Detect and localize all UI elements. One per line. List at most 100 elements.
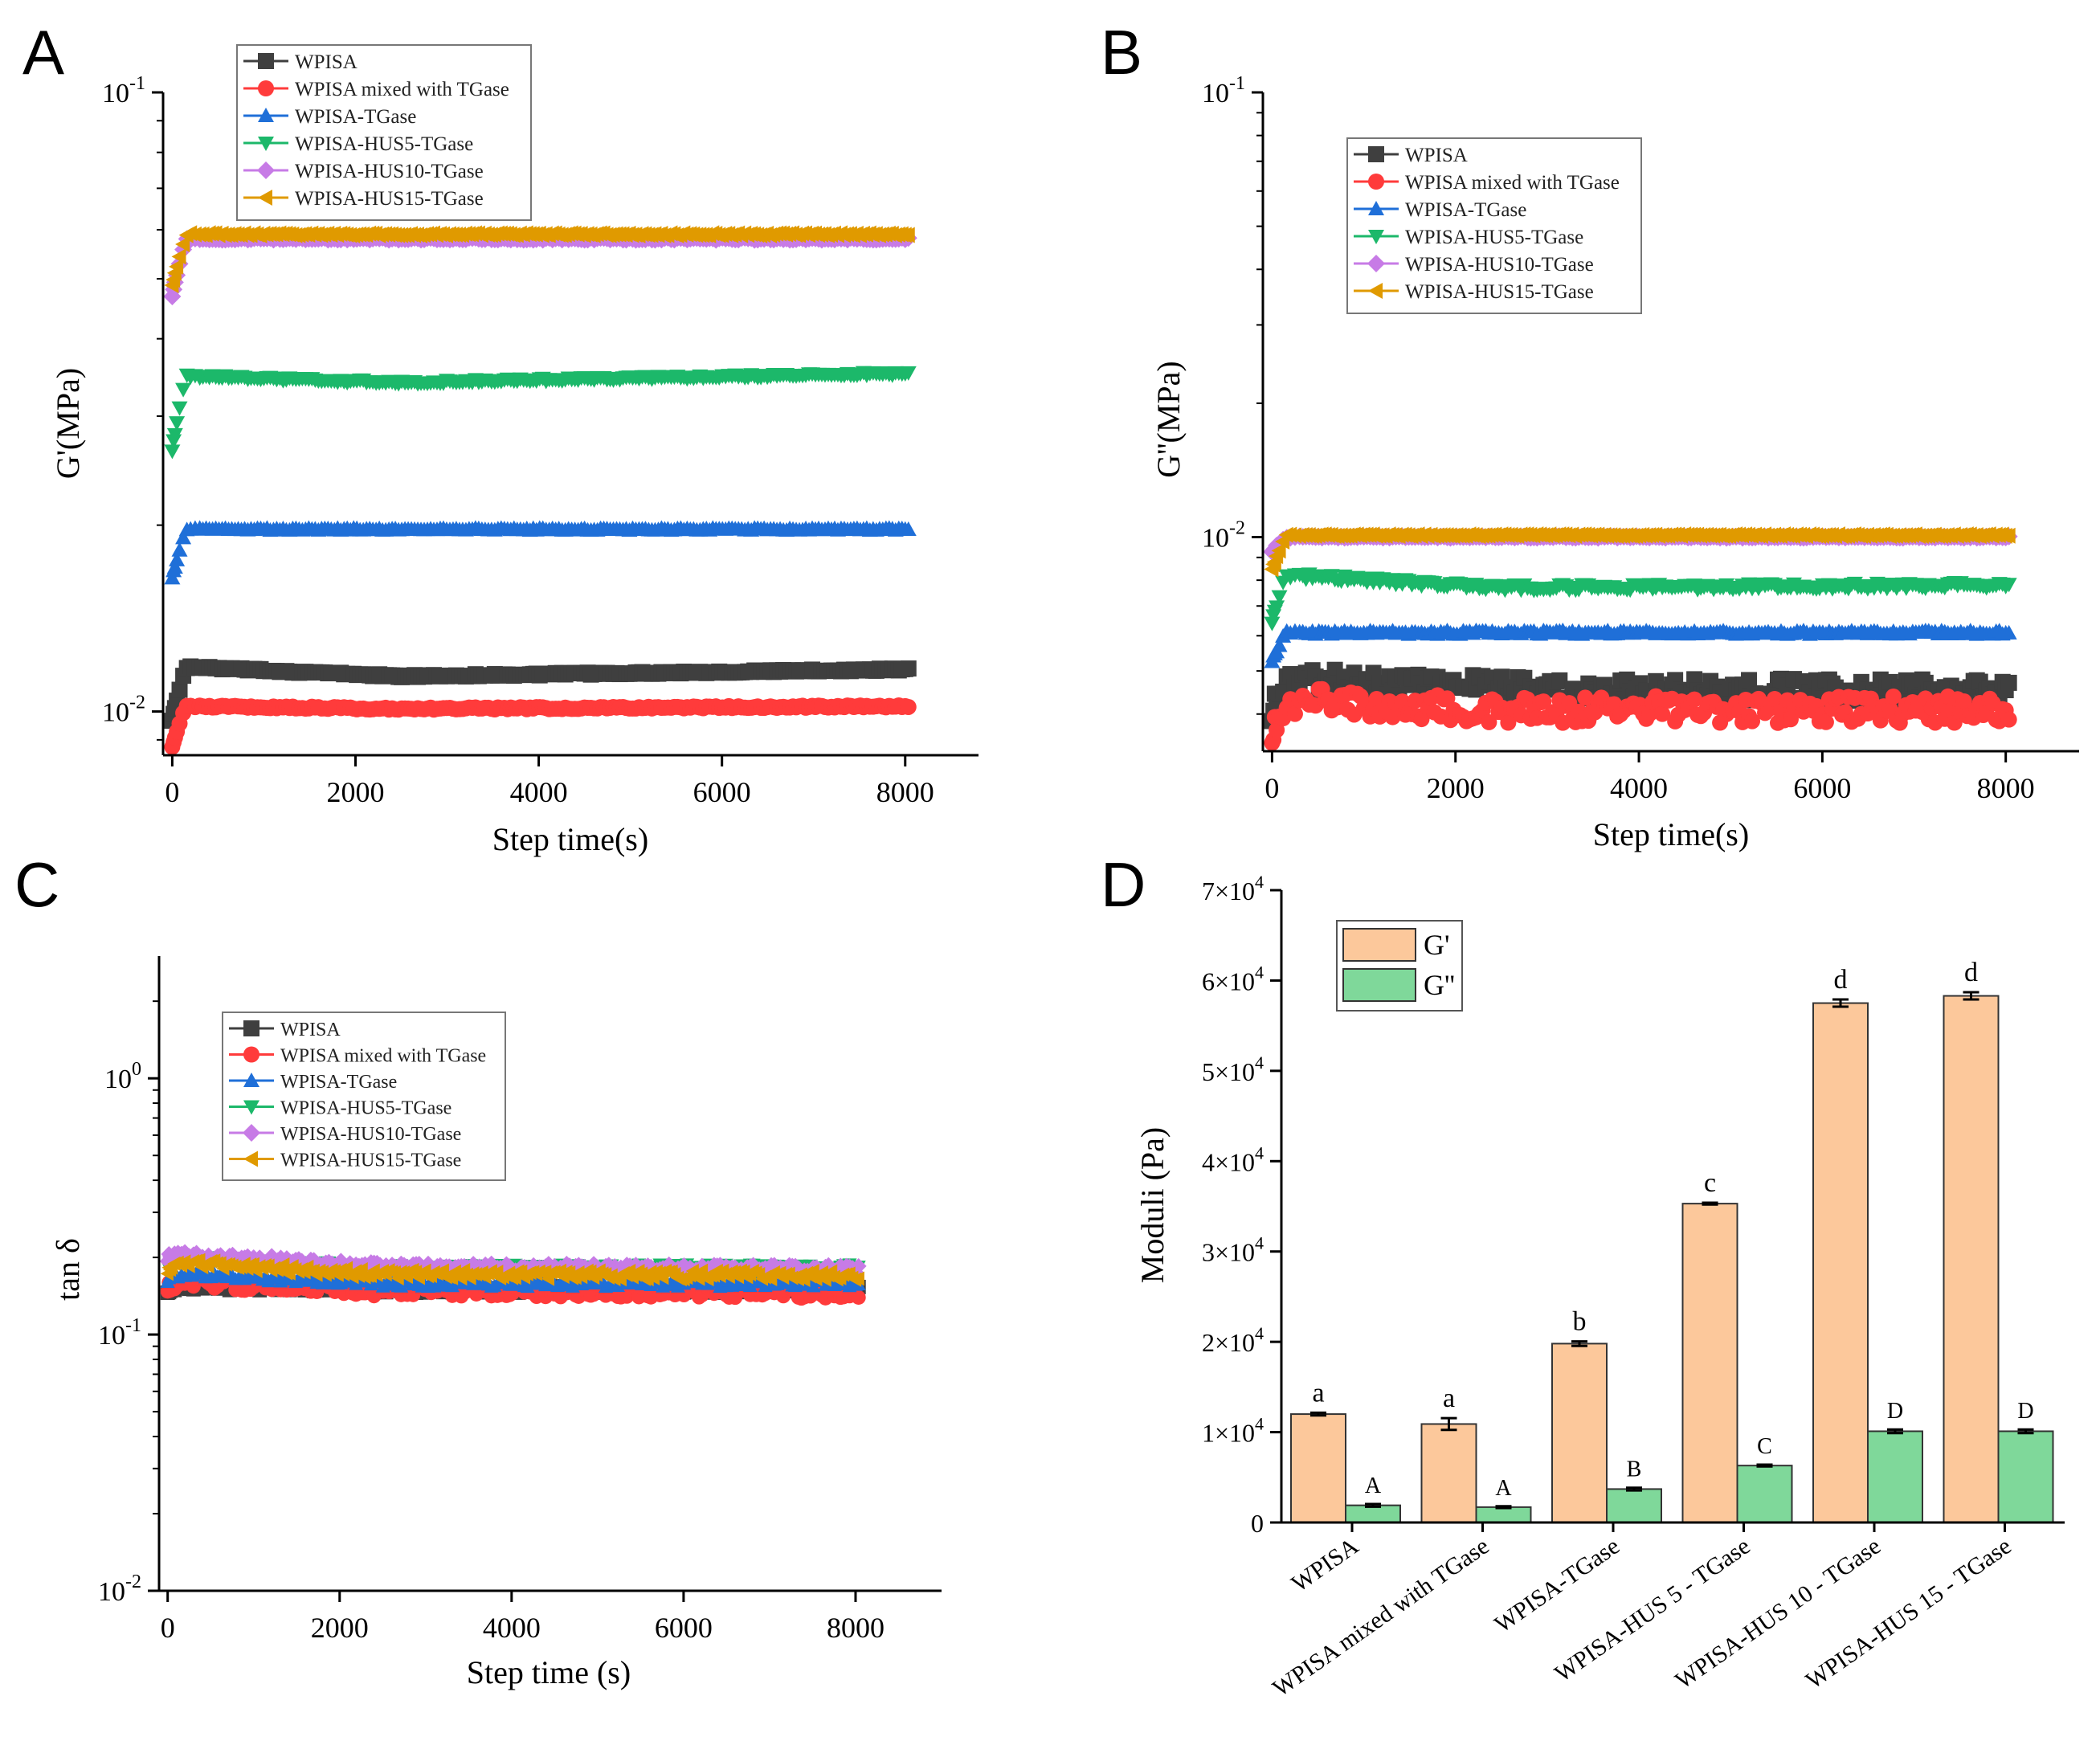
panel-a-x-tick-label: 4000 xyxy=(510,776,568,808)
panel-d-y-tick-label: 2×104 xyxy=(1202,1323,1264,1357)
panel-b-legend-box xyxy=(1346,137,1642,314)
panel-b-label: B xyxy=(1101,17,1142,88)
bar-g-prime-3 xyxy=(1681,1203,1738,1524)
panel-d-y-tick-label: 0 xyxy=(1251,1509,1264,1538)
point-wpisa-hus10-tgase xyxy=(820,1257,837,1273)
panel-c-legend-marker-wpisa-hus5-tgase xyxy=(243,1100,259,1115)
point-wpisa-tgase xyxy=(900,521,917,536)
panel-d-y-tick-label: 6×104 xyxy=(1202,962,1264,995)
panel-c-label: C xyxy=(14,849,59,920)
series-wpisa-mixed-tgase xyxy=(164,697,917,755)
panel-a-y-axis-title: G'(MPa) xyxy=(50,368,86,479)
bar-g-double-prime-2 xyxy=(1606,1488,1662,1524)
point-wpisa-hus5-tgase xyxy=(2000,578,2017,593)
point-wpisa-hus5-tgase xyxy=(171,401,188,416)
point-wpisa-hus5-tgase xyxy=(165,434,182,449)
bar-g-prime-0 xyxy=(1290,1413,1346,1523)
significance-letter-2-1: B xyxy=(1627,1457,1642,1482)
panel-b-x-tick-label: 4000 xyxy=(1610,772,1668,804)
point-wpisa-mixed-tgase xyxy=(1577,689,1594,706)
panel-a-legend-marker-wpisa xyxy=(258,53,274,69)
point-wpisa-hus15-tgase xyxy=(169,258,184,275)
bar-g-double-prime-5 xyxy=(1997,1430,2054,1523)
panel-a-legend-marker-wpisa-tgase xyxy=(258,108,274,122)
point-wpisa-hus5-tgase xyxy=(900,366,917,381)
panel-a-legend-label-wpisa-hus15-tgase: WPISA-HUS15-TGase xyxy=(295,188,484,210)
panel-b-y-tick-label: 10-1 xyxy=(1202,73,1245,108)
panel-d-legend-swatch-0 xyxy=(1342,928,1416,962)
point-wpisa-hus15-tgase xyxy=(171,248,186,265)
point-wpisa-hus15-tgase xyxy=(692,1271,705,1286)
point-wpisa-hus5-tgase xyxy=(166,427,183,443)
panel-b-x-ticks: 0 2000 4000 6000 8000 xyxy=(1264,751,2035,804)
bar-g-prime-5 xyxy=(1943,995,2000,1523)
point-wpisa-mixed-tgase xyxy=(1500,714,1517,731)
bar-g-prime-1 xyxy=(1420,1423,1477,1524)
point-wpisa-hus10-tgase xyxy=(360,1261,376,1277)
panel-a-legend-marker-wpisa-mixed-tgase xyxy=(258,80,274,96)
significance-letter-3-0: c xyxy=(1704,1168,1716,1198)
panel-a-x-axis-title: Step time(s) xyxy=(492,821,648,857)
panel-c-y-ticks: 100 10-1 10-2 xyxy=(98,1000,159,1607)
panel-a-legend-label-wpisa-tgase: WPISA-TGase xyxy=(295,106,416,128)
panel-b-x-tick-label: 8000 xyxy=(1977,772,2035,804)
point-wpisa-mixed-tgase xyxy=(1817,713,1834,730)
panel-a-x-tick-label: 2000 xyxy=(326,776,384,808)
panel-b-y-ticks: 10-1 10-2 xyxy=(1202,73,1263,715)
significance-letter-2-0: b xyxy=(1573,1307,1587,1337)
panel-c: C 0 2000 4000 6000 8000 100 10-1 10-2 Step tim… xyxy=(14,849,942,1690)
significance-letter-5-1: D xyxy=(2017,1399,2033,1424)
point-wpisa xyxy=(1551,672,1568,689)
panel-b-x-axis-title: Step time(s) xyxy=(1593,816,1749,852)
panel-c-y-tick-label: 10-1 xyxy=(98,1315,141,1351)
point-wpisa-mixed-tgase xyxy=(1744,713,1761,730)
panel-b-x-tick-label: 2000 xyxy=(1427,772,1485,804)
panel-d-legend-label-0: G' xyxy=(1424,929,1449,961)
panel-c-legend-marker-wpisa-hus10-tgase xyxy=(243,1124,260,1142)
significance-letter-5-0: d xyxy=(1964,958,1978,987)
panel-b-legend-marker-wpisa-tgase xyxy=(1368,201,1384,215)
point-wpisa-hus5-tgase xyxy=(169,416,186,431)
point-wpisa-hus5-tgase xyxy=(1264,616,1281,631)
point-wpisa-mixed-tgase xyxy=(1885,688,1902,705)
panel-d-label: D xyxy=(1101,849,1146,920)
series-wpisa-hus5-tgase xyxy=(1264,567,2017,631)
point-wpisa-mixed-tgase xyxy=(1535,693,1552,710)
panel-a-x-ticks: 0 2000 4000 6000 8000 xyxy=(165,755,934,808)
panel-d-y-tick-label: 7×104 xyxy=(1202,872,1264,905)
panel-c-x-ticks: 0 2000 4000 6000 8000 xyxy=(161,1591,885,1644)
bar-g-double-prime-0 xyxy=(1345,1504,1401,1523)
point-wpisa-hus5-tgase xyxy=(1269,600,1285,615)
panel-b-legend-label-wpisa-hus15-tgase: WPISA-HUS15-TGase xyxy=(1405,281,1594,303)
panel-d-y-tick-label: 3×104 xyxy=(1202,1233,1264,1267)
panel-c-legend-marker-wpisa-tgase xyxy=(243,1073,259,1087)
panel-b-legend-label-wpisa: WPISA xyxy=(1405,145,1468,166)
panel-d-category-label: WPISA xyxy=(1287,1533,1364,1598)
bar-g-double-prime-3 xyxy=(1736,1465,1793,1524)
panel-d: D a Aa Ab Bc Cd Dd D 0 1×104 2×104 3×104 4×104 5×10… xyxy=(1101,849,2065,1702)
point-wpisa-tgase xyxy=(175,529,192,545)
panel-b-legend: WPISA WPISA mixed with TGase WPISA-TGase WP… xyxy=(1346,137,1642,314)
point-wpisa-hus5-tgase xyxy=(1271,590,1288,605)
panel-d-category-label: WPISA mixed with TGase xyxy=(1268,1533,1493,1702)
panel-a-x-tick-label: 6000 xyxy=(693,776,751,808)
panel-a-y-tick-label: 10-1 xyxy=(102,73,145,108)
panel-b-y-tick-label: 10-2 xyxy=(1202,517,1245,553)
panel-c-legend-label-wpisa: WPISA xyxy=(280,1020,341,1040)
panel-d-y-ticks: 0 1×104 2×104 3×104 4×104 5×104 6×104 7×104 xyxy=(1202,872,1281,1538)
point-wpisa-mixed-tgase xyxy=(1686,691,1703,708)
panel-c-legend-marker-wpisa-mixed-tgase xyxy=(243,1046,259,1063)
point-wpisa-hus15-tgase xyxy=(276,1257,290,1273)
panel-a-legend-label-wpisa-hus5-tgase: WPISA-HUS5-TGase xyxy=(295,133,473,155)
panel-d-category-label: WPISA-HUS 10 - TGase xyxy=(1670,1533,1886,1694)
bar-g-double-prime-4 xyxy=(1867,1430,1923,1523)
panel-a-legend-marker-wpisa-hus10-tgase xyxy=(257,161,275,179)
panel-d-legend-label-1: G'' xyxy=(1424,969,1455,1001)
point-wpisa-hus15-tgase xyxy=(354,1261,368,1277)
point-wpisa-tgase xyxy=(1271,637,1288,652)
panel-b-legend-marker-wpisa xyxy=(1368,146,1384,162)
panel-c-x-tick-label: 4000 xyxy=(483,1612,541,1644)
panel-a-legend-label-wpisa: WPISA xyxy=(295,51,357,73)
panel-b-y-axis-title: G''(MPa) xyxy=(1150,361,1187,478)
